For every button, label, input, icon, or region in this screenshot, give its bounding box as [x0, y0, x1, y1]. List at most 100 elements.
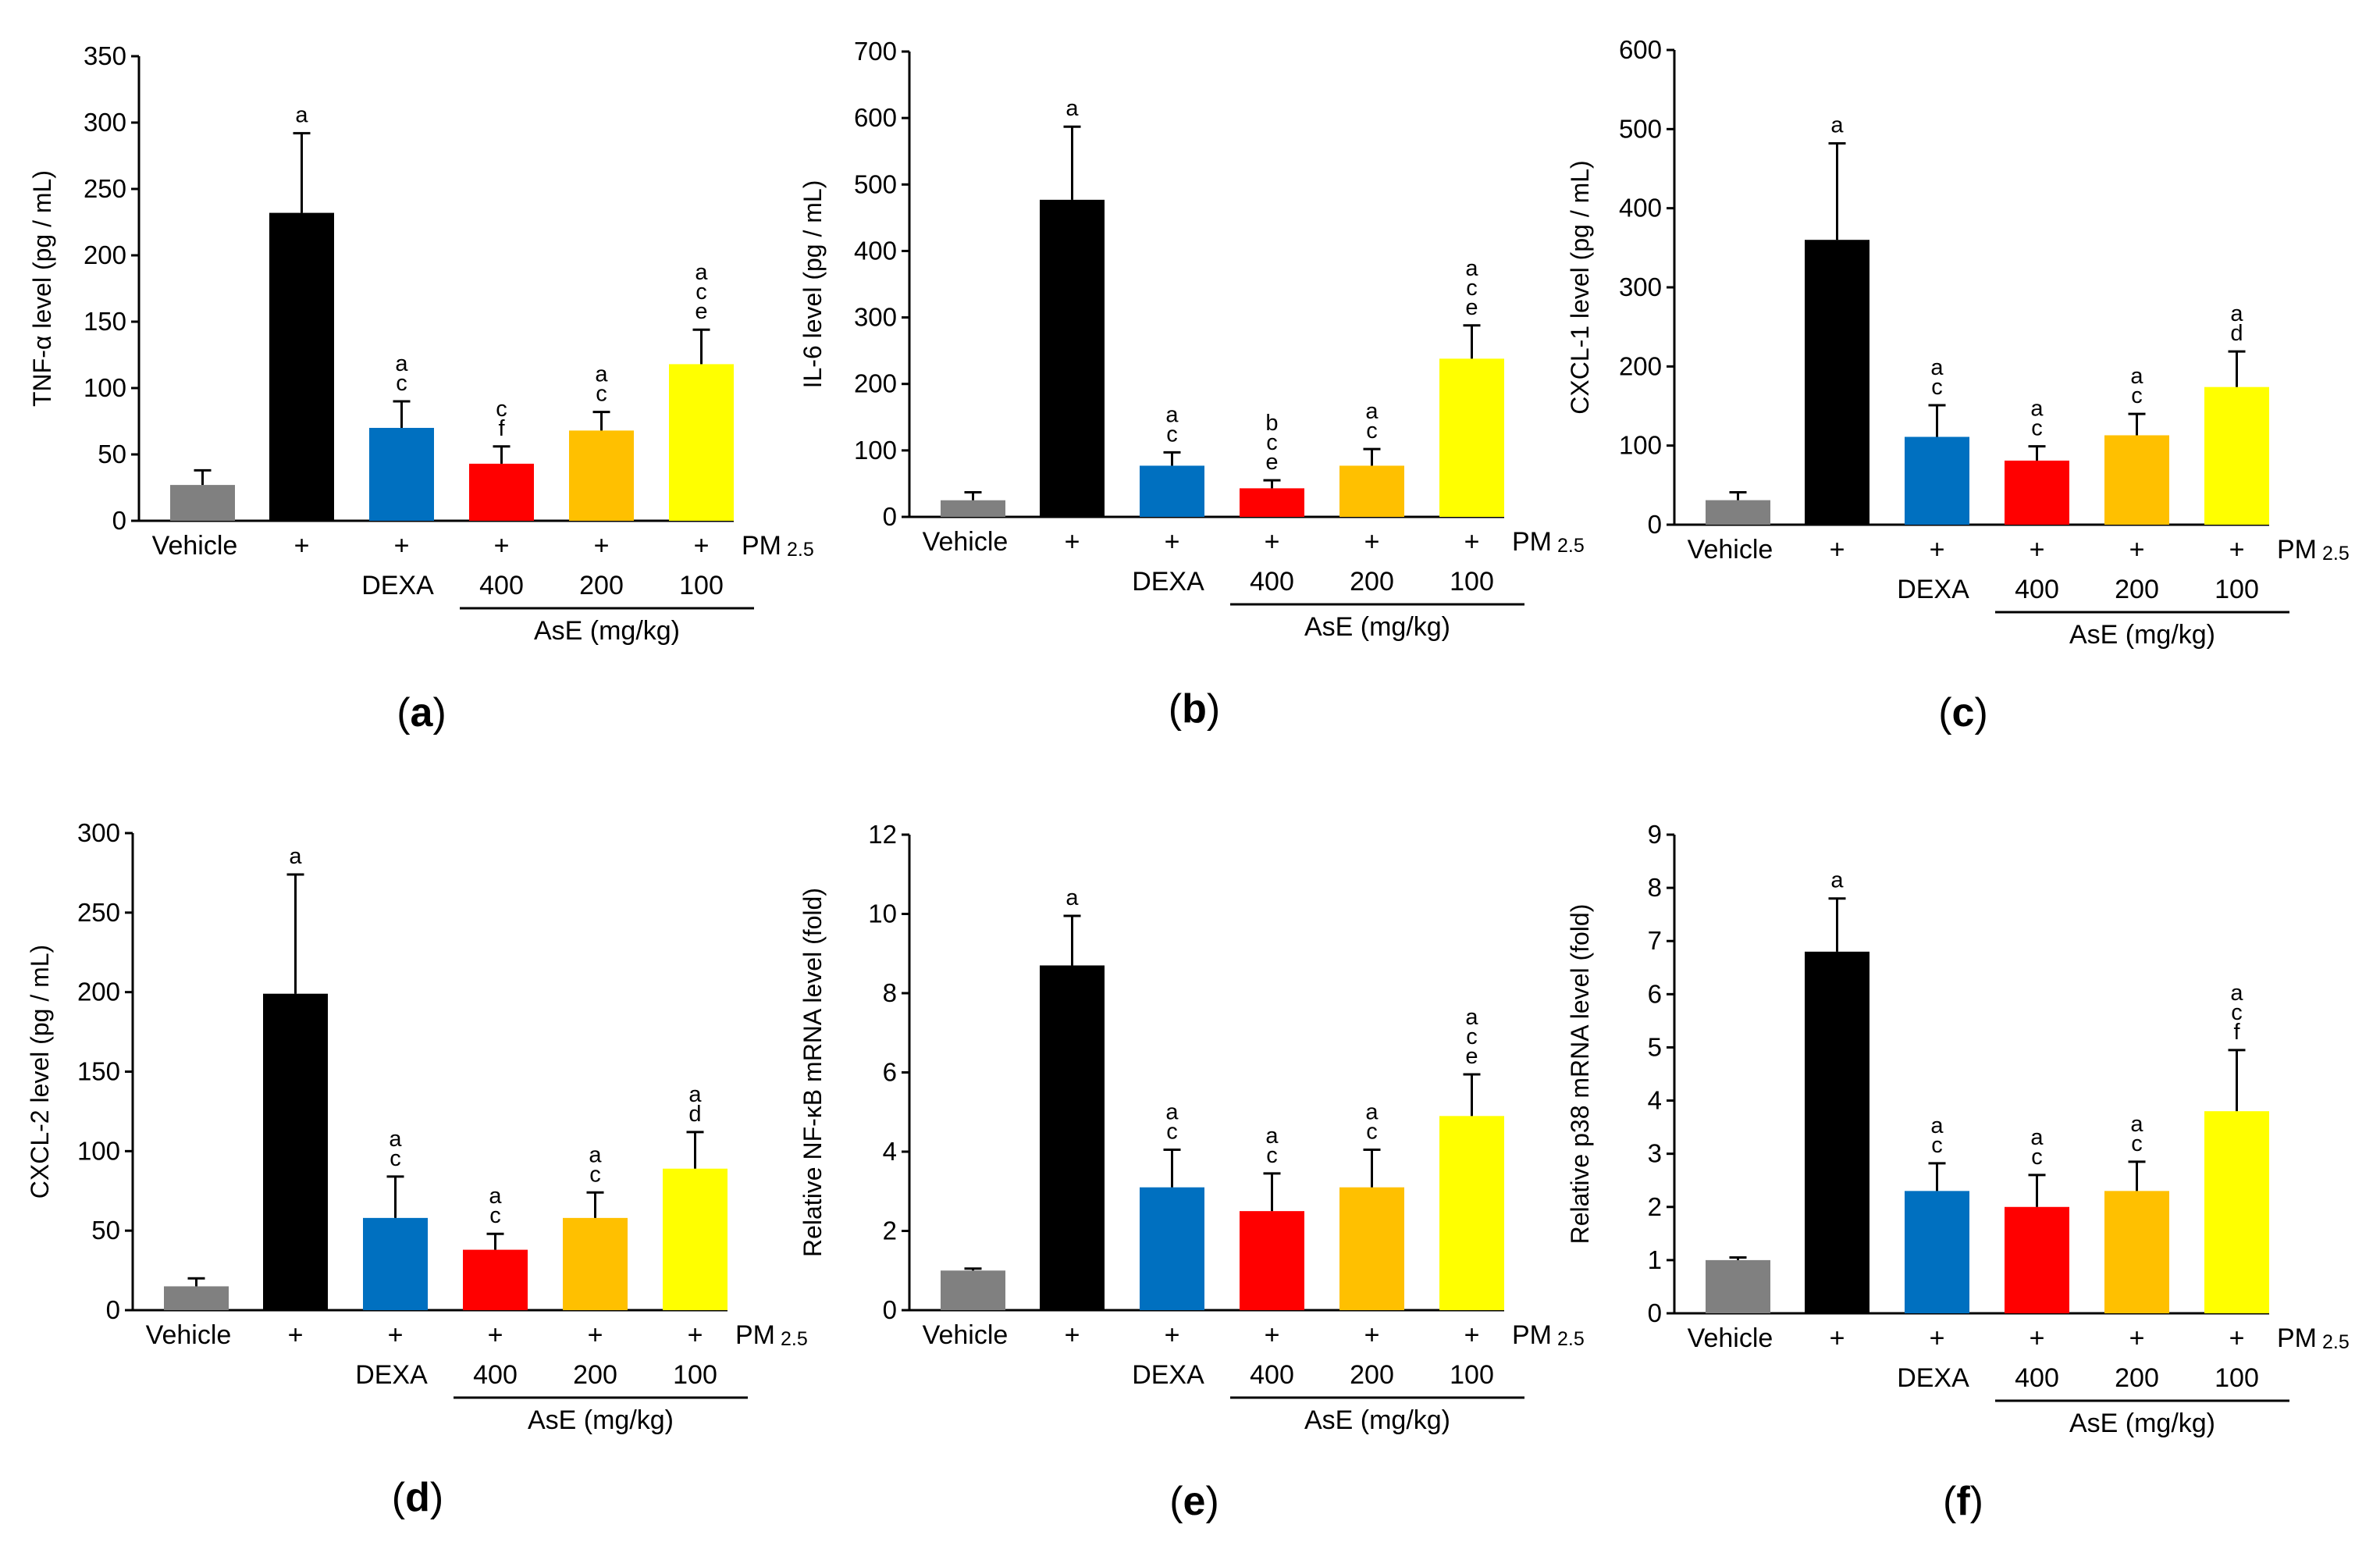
bar	[1240, 1211, 1304, 1310]
bar	[463, 1249, 528, 1310]
significance-letter: a	[2130, 364, 2143, 389]
y-tick-label: 0	[883, 502, 897, 531]
significance-letter: c	[696, 280, 707, 305]
treatment-label: Vehicle	[923, 527, 1009, 557]
significance-letter: a	[1830, 113, 1844, 138]
group-label: AsE (mg/kg)	[2069, 1409, 2215, 1438]
significance-letter: a	[1465, 256, 1478, 281]
panel-label-letter: c	[1952, 690, 1975, 736]
panel-label: (f)	[1943, 1479, 1983, 1524]
bar	[1805, 951, 1869, 1313]
bar	[1040, 965, 1105, 1310]
significance-letter: c	[596, 382, 607, 407]
y-tick-label: 250	[77, 898, 120, 927]
significance-letter: a	[295, 103, 308, 128]
group-label: AsE (mg/kg)	[1304, 612, 1450, 642]
panel-label-close: )	[430, 1475, 443, 1520]
treatment-label: +	[1930, 1323, 1945, 1353]
pm-label: PM	[1512, 1320, 1552, 1350]
significance-letter: c	[1366, 419, 1378, 443]
y-tick-label: 200	[84, 240, 126, 269]
group-label: AsE (mg/kg)	[534, 616, 680, 646]
pm-label: PM	[2277, 1323, 2317, 1353]
significance-letter: a	[395, 351, 408, 376]
significance-letter: a	[2030, 1125, 2044, 1150]
significance-letter: c	[1931, 375, 1943, 400]
dose-label: DEXA	[1897, 575, 1969, 604]
group-label: AsE (mg/kg)	[2069, 620, 2215, 650]
chart-panel-b: 0 100 200 300 400 500 600 700 IL-6 level (pg / m…	[799, 37, 1585, 732]
y-tick-label: 8	[883, 978, 897, 1007]
bar	[1240, 488, 1304, 517]
y-tick-label: 200	[77, 978, 120, 1006]
treatment-label: +	[294, 531, 310, 561]
bar	[1040, 199, 1105, 517]
y-tick-label: 50	[91, 1216, 120, 1245]
dose-label: DEXA	[355, 1360, 428, 1390]
y-axis-label: IL-6 level (pg / mL)	[799, 180, 827, 389]
significance-letter: c	[1466, 276, 1478, 301]
dose-label: 200	[579, 571, 624, 600]
bar	[1905, 436, 1969, 525]
dose-label: 200	[1350, 1360, 1394, 1390]
panel-label-letter: a	[411, 690, 434, 736]
panel-label-open: (	[1169, 1479, 1183, 1524]
panel-label-open: (	[392, 1475, 406, 1520]
y-tick-label: 6	[1648, 979, 1662, 1008]
significance-letter: a	[688, 1082, 702, 1107]
y-tick-label: 0	[1648, 1298, 1662, 1327]
y-tick-label: 200	[1619, 351, 1662, 380]
y-axis-label: CXCL-1 level (pg / mL)	[1566, 160, 1594, 414]
y-tick-label: 100	[1619, 431, 1662, 460]
y-tick-label: 8	[1648, 873, 1662, 902]
significance-letter: a	[2230, 981, 2243, 1006]
significance-letter: c	[2031, 1145, 2043, 1170]
y-tick-label: 300	[77, 818, 120, 847]
significance-letter: a	[595, 362, 608, 387]
dose-label: 400	[2015, 575, 2059, 604]
y-tick-label: 600	[1619, 35, 1662, 64]
significance-letter: c	[1266, 430, 1278, 455]
panel-label-close: )	[1974, 690, 1987, 736]
y-tick-label: 5	[1648, 1032, 1662, 1061]
pm-label: PM	[742, 531, 781, 561]
significance-letter: c	[489, 1203, 501, 1228]
significance-letter: c	[1266, 1143, 1278, 1168]
treatment-label: +	[588, 1320, 603, 1350]
significance-letter: a	[2130, 1112, 2143, 1137]
panel-label-close: )	[1207, 686, 1220, 732]
significance-letter: c	[1366, 1119, 1378, 1144]
dose-label: 200	[1350, 567, 1394, 597]
bar	[2005, 460, 2069, 525]
bar	[170, 485, 235, 521]
bar	[1905, 1191, 1969, 1313]
pm-subscript: 2.5	[787, 539, 814, 561]
treatment-label: Vehicle	[923, 1320, 1009, 1350]
panel-label-close: )	[432, 690, 446, 736]
treatment-label: +	[394, 531, 410, 561]
significance-letter: f	[2233, 1020, 2240, 1045]
treatment-label: +	[388, 1320, 404, 1350]
bar	[2204, 386, 2269, 525]
y-tick-label: 250	[84, 174, 126, 203]
significance-letter: e	[1265, 450, 1278, 475]
y-tick-label: 2	[1648, 1192, 1662, 1221]
bar	[2104, 435, 2169, 525]
pm-subscript: 2.5	[2322, 543, 2350, 565]
treatment-label: +	[2129, 535, 2145, 565]
dose-label: 400	[1250, 1360, 1294, 1390]
bar	[469, 463, 534, 521]
significance-letter: a	[1265, 1124, 1279, 1149]
panel-label-open: (	[1938, 690, 1952, 736]
pm-subscript: 2.5	[1557, 1328, 1585, 1350]
dose-label: 200	[2115, 575, 2159, 604]
treatment-label: +	[2229, 535, 2245, 565]
significance-letter: a	[1365, 1099, 1379, 1124]
dose-label: 100	[1450, 1360, 1494, 1390]
chart-panel-d: 0 50 100 150 200 250 300 CXCL-2 level (pg / mL)…	[26, 818, 808, 1520]
y-tick-label: 12	[868, 820, 897, 849]
dose-label: 100	[673, 1360, 717, 1390]
panel-label-open: (	[1169, 686, 1183, 732]
treatment-label: +	[1364, 1320, 1380, 1350]
treatment-label: +	[488, 1320, 503, 1350]
